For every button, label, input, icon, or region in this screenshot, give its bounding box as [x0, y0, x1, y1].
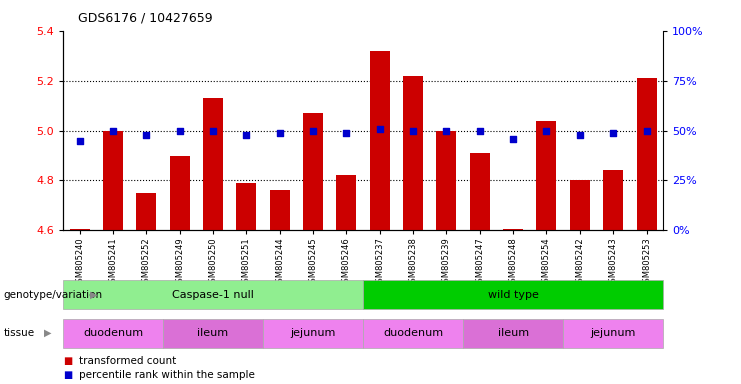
Text: GDS6176 / 10427659: GDS6176 / 10427659: [78, 12, 213, 25]
Point: [273, 129, 285, 136]
Text: genotype/variation: genotype/variation: [4, 290, 103, 300]
Bar: [136, 193, 156, 230]
Bar: [336, 175, 356, 230]
Text: jejunum: jejunum: [591, 328, 636, 338]
Bar: [236, 183, 256, 230]
Point: [540, 127, 552, 134]
Bar: [170, 156, 190, 230]
Text: ▶: ▶: [44, 328, 52, 338]
Bar: [637, 78, 657, 230]
Text: tissue: tissue: [4, 328, 35, 338]
Point: [307, 127, 319, 134]
Bar: [403, 76, 423, 230]
Text: duodenum: duodenum: [83, 328, 143, 338]
Point: [640, 127, 653, 134]
Bar: [603, 170, 623, 230]
Bar: [203, 98, 223, 230]
Text: percentile rank within the sample: percentile rank within the sample: [79, 370, 255, 380]
Text: Caspase-1 null: Caspase-1 null: [172, 290, 254, 300]
Text: jejunum: jejunum: [290, 328, 336, 338]
Point: [173, 127, 185, 134]
Point: [240, 131, 252, 137]
Point: [74, 137, 85, 144]
Text: duodenum: duodenum: [383, 328, 443, 338]
Point: [440, 127, 452, 134]
Bar: [70, 229, 90, 230]
Text: ileum: ileum: [497, 328, 529, 338]
Bar: [270, 190, 290, 230]
Point: [140, 131, 153, 137]
Text: ▶: ▶: [90, 290, 98, 300]
Point: [107, 127, 119, 134]
Point: [341, 129, 353, 136]
Point: [207, 127, 219, 134]
Bar: [370, 51, 390, 230]
Bar: [103, 131, 123, 230]
Point: [608, 129, 619, 136]
Point: [574, 131, 585, 137]
Point: [374, 126, 386, 132]
Bar: [570, 180, 590, 230]
Bar: [303, 113, 323, 230]
Text: wild type: wild type: [488, 290, 539, 300]
Point: [507, 136, 519, 142]
Bar: [503, 229, 523, 230]
Bar: [536, 121, 556, 230]
Point: [407, 127, 419, 134]
Text: ■: ■: [63, 356, 72, 366]
Text: transformed count: transformed count: [79, 356, 176, 366]
Point: [474, 127, 486, 134]
Text: ■: ■: [63, 370, 72, 380]
Text: ileum: ileum: [197, 328, 229, 338]
Bar: [470, 153, 490, 230]
Bar: [436, 131, 456, 230]
